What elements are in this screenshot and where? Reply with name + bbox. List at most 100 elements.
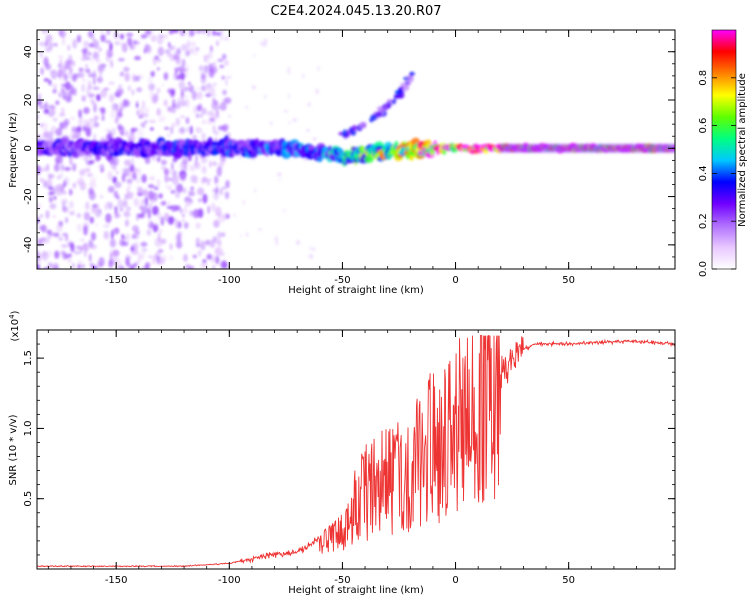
heatmap-cell xyxy=(61,244,68,248)
heatmap-cell xyxy=(345,131,350,138)
heatmap-cell xyxy=(70,131,76,141)
heatmap-cell xyxy=(146,229,152,236)
heatmap-cell xyxy=(103,224,110,228)
heatmap-cell xyxy=(406,76,410,80)
heatmap-cell xyxy=(292,117,298,122)
heatmap-cell xyxy=(60,163,65,172)
heatmap-cell xyxy=(171,161,174,171)
heatmap-cell xyxy=(121,167,126,176)
heatmap-cell xyxy=(172,30,179,33)
snr-frame xyxy=(36,329,676,570)
heatmap-cell xyxy=(400,82,407,87)
heatmap-cell xyxy=(148,83,156,91)
heatmap-cell xyxy=(251,85,257,90)
heatmap-cell xyxy=(135,176,141,184)
heatmap-cell xyxy=(95,222,98,228)
heatmap-cell xyxy=(208,86,216,96)
heatmap-cell xyxy=(216,40,219,47)
heatmap-cell xyxy=(72,39,77,49)
y-tick-label: -40 xyxy=(23,237,34,253)
colorbar-tick-label: 0.6 xyxy=(698,118,709,134)
heatmap-cell xyxy=(219,64,225,69)
heatmap-cell xyxy=(45,34,53,43)
heatmap-cell xyxy=(160,216,165,226)
heatmap-cell xyxy=(144,44,152,54)
heatmap-cell xyxy=(70,243,75,253)
heatmap-cell xyxy=(103,87,110,91)
heatmap-cell xyxy=(212,30,217,36)
heatmap-cell xyxy=(195,237,201,246)
heatmap-cell xyxy=(109,238,116,248)
heatmap-cell xyxy=(144,120,148,124)
heatmap-cell xyxy=(179,30,186,37)
heatmap-cell xyxy=(196,161,201,170)
snr-y-multiplier-exp: 4 xyxy=(8,314,16,319)
heatmap-cell xyxy=(186,40,191,48)
heatmap-cell xyxy=(192,175,199,184)
heatmap-cell xyxy=(178,208,184,214)
heatmap-cell xyxy=(71,163,77,172)
heatmap-cell xyxy=(144,156,151,165)
heatmap-cell xyxy=(89,118,93,122)
heatmap-cell xyxy=(46,229,53,235)
heatmap-cell xyxy=(170,205,178,212)
heatmap-cell xyxy=(307,102,312,107)
heatmap-cell xyxy=(60,250,66,256)
heatmap-cell xyxy=(87,30,94,38)
heatmap-cell xyxy=(215,31,222,36)
heatmap-cell xyxy=(105,128,112,134)
heatmap-cell xyxy=(79,156,86,160)
heatmap-cell xyxy=(85,79,93,86)
heatmap-cell xyxy=(179,67,188,73)
heatmap-cell xyxy=(169,255,174,260)
heatmap-cell xyxy=(180,115,186,119)
heatmap-cell xyxy=(170,126,174,135)
heatmap-cell xyxy=(185,50,191,57)
heatmap-cell xyxy=(215,185,219,195)
heatmap-cell xyxy=(188,191,196,197)
heatmap-cell xyxy=(77,177,85,187)
heatmap-cell xyxy=(110,110,114,119)
heatmap-cell xyxy=(85,127,92,137)
heatmap-cell xyxy=(191,45,199,56)
heatmap-cell xyxy=(50,187,57,195)
heatmap-cell xyxy=(177,98,180,106)
heatmap-cell xyxy=(52,263,58,269)
heatmap-cell xyxy=(37,263,41,269)
heatmap-cell xyxy=(188,81,191,86)
heatmap-cell xyxy=(101,114,105,122)
colorbar-tick-label: 0.0 xyxy=(698,261,709,277)
heatmap-cell xyxy=(114,117,119,124)
heatmap-cell xyxy=(68,188,72,196)
heatmap-cell xyxy=(359,121,365,129)
snr-x-axis-label: Height of straight line (km) xyxy=(288,585,424,596)
heatmap-cell xyxy=(65,94,72,103)
heatmap-cell xyxy=(118,84,122,89)
heatmap-cell xyxy=(111,256,119,263)
heatmap-cell xyxy=(138,253,142,261)
heatmap-cell xyxy=(114,41,121,46)
heatmap-cell xyxy=(308,253,314,259)
heatmap-cell xyxy=(91,98,95,106)
heatmap-cell xyxy=(138,107,144,117)
heatmap-cell xyxy=(189,125,193,135)
heatmap-cell xyxy=(125,233,131,242)
heatmap-cell xyxy=(92,207,96,212)
heatmap-cell xyxy=(215,108,219,119)
heatmap-cell xyxy=(143,177,147,182)
heatmap-cell xyxy=(225,75,232,79)
heatmap-cell xyxy=(107,186,115,193)
heatmap-cell xyxy=(212,124,216,134)
heatmap-cell xyxy=(70,116,75,121)
heatmap-cell xyxy=(119,33,125,40)
heatmap-cell xyxy=(58,30,63,36)
heatmap-cell xyxy=(197,187,205,196)
snr-y-multiplier-close: ) xyxy=(10,310,21,314)
heatmap-cell xyxy=(282,209,286,212)
heatmap-cell xyxy=(110,60,114,68)
heatmap-cell xyxy=(224,78,229,86)
heatmap-cell xyxy=(83,107,90,114)
heatmap-cell xyxy=(178,221,182,229)
heatmap-cell xyxy=(149,176,155,181)
heatmap-cell xyxy=(112,176,117,184)
